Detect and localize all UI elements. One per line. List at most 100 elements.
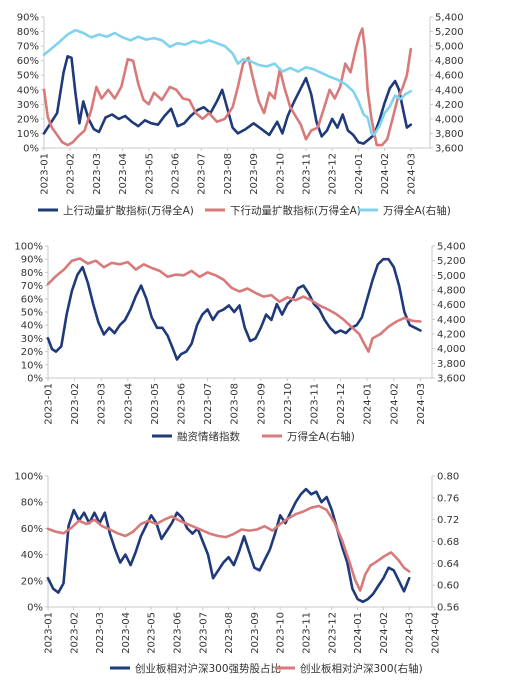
- x-tick-label: 2023-02: [66, 153, 77, 195]
- x-tick-label: 2023-11: [302, 153, 313, 195]
- left-tick-label: 0%: [27, 374, 43, 385]
- x-tick-label: 2023-10: [283, 383, 294, 425]
- right-tick-label: 4,600: [437, 300, 466, 311]
- left-tick-label: 30%: [17, 100, 39, 111]
- left-tick-label: 50%: [21, 308, 43, 319]
- legend-label: 下行动量扩散指标(万得全A): [230, 204, 361, 217]
- x-tick-label: 2024-04: [431, 612, 442, 654]
- x-tick-label: 2024-03: [405, 612, 416, 654]
- series-line-3: [42, 28, 413, 137]
- left-tick-label: 60%: [21, 524, 43, 535]
- x-tick-label: 2023-09: [250, 612, 261, 654]
- x-tick-label: 2024-01: [354, 153, 365, 195]
- right-tick-label: 4,800: [435, 56, 464, 67]
- left-tick-label: 100%: [14, 242, 43, 253]
- x-tick-label: 2024-02: [380, 153, 391, 195]
- left-tick-label: 80%: [21, 268, 43, 279]
- x-tick-label: 2023-12: [336, 383, 347, 425]
- x-tick-label: 2023-07: [203, 383, 214, 425]
- x-tick-label: 2023-12: [328, 153, 339, 195]
- chart-panel-2: 0% 10% 20% 30% 40% 50% 60% 70% 80% 90% 100% 3,600 3,…: [14, 242, 465, 444]
- series-line-2: [46, 504, 411, 592]
- x-tick-label: 2024-03: [406, 153, 417, 195]
- x-tick-label: 2023-02: [70, 383, 81, 425]
- left-tick-label: 0%: [27, 603, 43, 614]
- left-tick-label: 80%: [21, 498, 43, 509]
- x-tick-label: 2023-02: [69, 612, 80, 654]
- x-tick-label: 2024-01: [353, 612, 364, 654]
- right-tick-label: 3,800: [437, 359, 466, 370]
- left-tick-label: 70%: [17, 42, 39, 53]
- left-tick-label: 70%: [21, 281, 43, 292]
- legend: 创业板相对沪深300强势股占比 创业板相对沪深300(右轴): [110, 662, 423, 675]
- left-tick-label: 40%: [17, 85, 39, 96]
- right-tick-label: 4,200: [437, 330, 466, 341]
- x-tick-label: 2023-09: [249, 153, 260, 195]
- right-tick-label: 4,200: [435, 100, 464, 111]
- right-tick-label: 4,800: [437, 286, 466, 297]
- legend: 融资情绪指数 万得全A(右轴): [152, 430, 355, 443]
- x-tick-label: 2024-02: [389, 383, 400, 425]
- x-tick-label: 2023-05: [147, 612, 158, 654]
- x-tick-label: 2023-04: [123, 383, 134, 425]
- left-tick-label: 20%: [21, 576, 43, 587]
- right-tick-label: 0.68: [437, 537, 459, 548]
- x-tick-label: 2023-01: [40, 153, 51, 195]
- x-tick-label: 2023-11: [310, 383, 321, 425]
- right-tick-label: 5,200: [435, 27, 464, 38]
- right-tick-label: 4,400: [435, 85, 464, 96]
- left-tick-label: 0%: [23, 144, 39, 155]
- x-tick-label: 2023-06: [171, 153, 182, 195]
- x-tick-label: 2023-11: [302, 612, 313, 654]
- legend: 上行动量扩散指标(万得全A) 下行动量扩散指标(万得全A) 万得全A(右轴): [38, 204, 451, 217]
- left-tick-label: 40%: [21, 321, 43, 332]
- chart-panel-3: 0% 20% 40% 60% 80% 100% 0.56 0.60 0.64 0.68 0.72 0.…: [14, 472, 459, 676]
- series-line-2: [42, 27, 413, 147]
- left-tick-label: 30%: [21, 334, 43, 345]
- x-tick-label: 2023-08: [224, 612, 235, 654]
- x-tick-label: 2023-12: [327, 612, 338, 654]
- x-tick-label: 2023-05: [144, 153, 155, 195]
- right-tick-label: 0.76: [437, 493, 459, 504]
- left-tick-label: 90%: [17, 13, 39, 24]
- x-tick-label: 2023-07: [198, 612, 209, 654]
- x-tick-label: 2023-07: [197, 153, 208, 195]
- right-tick-label: 4,400: [437, 315, 466, 326]
- x-tick-label: 2023-01: [44, 612, 55, 654]
- left-tick-label: 10%: [21, 360, 43, 371]
- legend-label: 创业板相对沪深300(右轴): [300, 662, 423, 675]
- x-tick-label: 2023-03: [95, 612, 106, 654]
- legend-label: 万得全A(右轴): [383, 204, 451, 217]
- left-tick-label: 60%: [17, 56, 39, 67]
- left-tick-label: 90%: [21, 255, 43, 266]
- series-line-1: [46, 257, 422, 361]
- right-tick-label: 5,000: [435, 42, 464, 53]
- x-tick-label: 2023-04: [118, 153, 129, 195]
- left-tick-label: 20%: [21, 347, 43, 358]
- x-tick-label: 2023-03: [92, 153, 103, 195]
- series-line-1: [42, 54, 413, 145]
- right-tick-label: 5,400: [437, 242, 466, 253]
- right-tick-label: 5,200: [437, 256, 466, 267]
- x-tick-label: 2023-10: [275, 153, 286, 195]
- x-tick-label: 2023-03: [97, 383, 108, 425]
- legend-label: 万得全A(右轴): [287, 430, 355, 443]
- right-tick-label: 5,000: [437, 271, 466, 282]
- left-tick-label: 80%: [17, 27, 39, 38]
- x-tick-label: 2023-10: [276, 612, 287, 654]
- x-tick-label: 2023-08: [230, 383, 241, 425]
- right-tick-label: 0.80: [437, 472, 459, 483]
- right-tick-label: 0.72: [437, 515, 459, 526]
- right-tick-label: 4,600: [435, 71, 464, 82]
- right-tick-label: 3,600: [437, 374, 466, 385]
- x-tick-label: 2023-09: [256, 383, 267, 425]
- legend-label: 上行动量扩散指标(万得全A): [63, 204, 194, 217]
- right-tick-label: 0.56: [437, 603, 459, 614]
- right-tick-label: 4,000: [437, 344, 466, 355]
- left-tick-label: 50%: [17, 71, 39, 82]
- right-tick-label: 0.64: [437, 559, 459, 570]
- right-tick-label: 3,800: [435, 129, 464, 140]
- x-tick-label: 2023-06: [173, 612, 184, 654]
- legend-label: 创业板相对沪深300强势股占比: [135, 662, 281, 675]
